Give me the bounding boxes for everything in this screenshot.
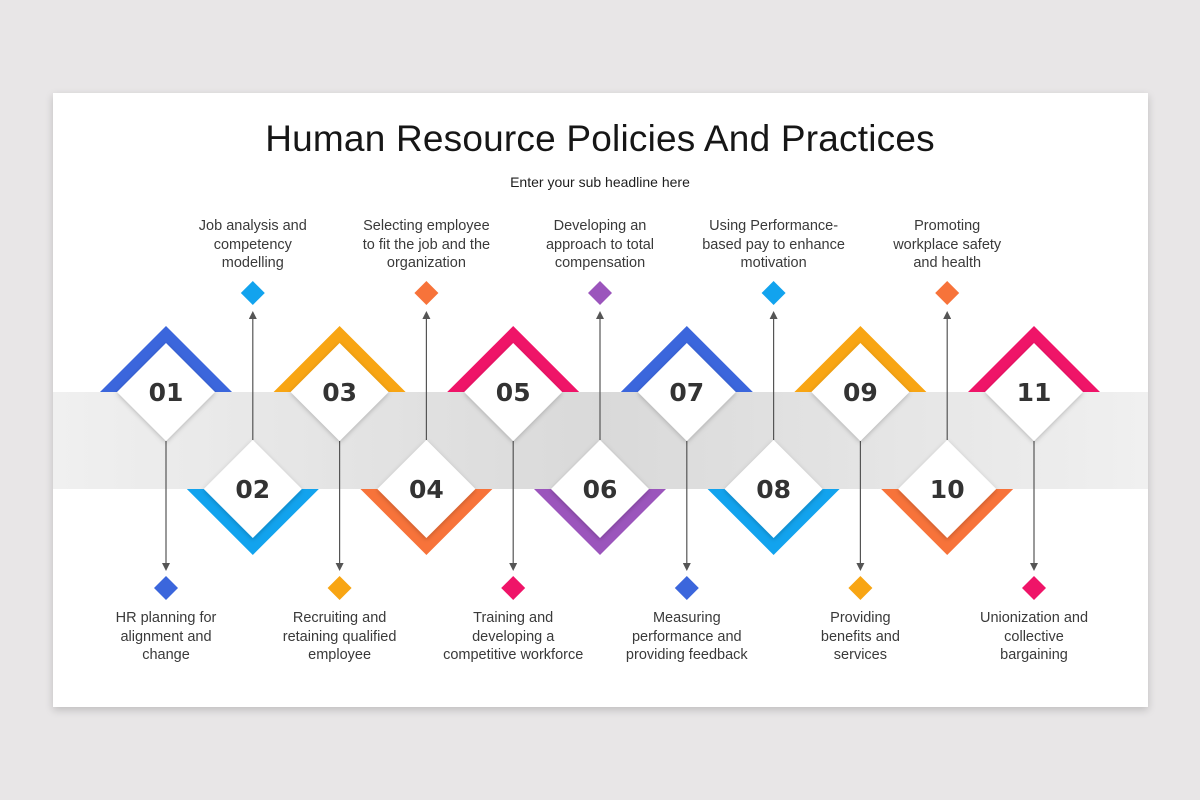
step-diamond-07: 07	[637, 343, 736, 441]
label-line: collective	[1004, 628, 1064, 645]
marker-diamond-11	[1022, 576, 1046, 600]
step-label-07: Measuring performance and providing feedba…	[602, 609, 772, 665]
label-line: employee	[308, 647, 372, 663]
marker-diamond-05	[501, 576, 526, 600]
marker-diamond-06	[588, 281, 612, 305]
step-diamond-09: 09	[811, 343, 910, 441]
step-label-03: Recruiting and retaining qualified employe…	[255, 609, 425, 665]
marker-diamonds	[154, 281, 1046, 600]
label-line: bargaining	[1000, 647, 1068, 663]
step-label-02: Job analysis and competency modelling	[168, 217, 338, 273]
step-diamond-11: 11	[985, 343, 1083, 441]
label-line: services	[833, 647, 887, 663]
step-label-01: HR planning for alignment and change	[81, 609, 251, 665]
label-line: modelling	[221, 255, 284, 271]
label-line: Unionization and	[979, 610, 1089, 626]
step-diamond-04: 04	[377, 440, 476, 538]
marker-diamond-09	[848, 576, 873, 600]
label-line: retaining qualified	[282, 628, 397, 645]
step-number: 07	[669, 378, 704, 407]
label-line: organization	[386, 255, 466, 271]
step-number: 02	[235, 475, 270, 504]
label-line: workplace safety	[893, 236, 1002, 253]
marker-diamond-03	[327, 576, 352, 600]
connector-arrows	[162, 311, 1038, 571]
step-number: 11	[1017, 378, 1052, 407]
label-line: Job analysis and	[198, 218, 307, 234]
step-diamond-02: 02	[203, 440, 302, 538]
label-line: Promoting	[914, 218, 981, 234]
label-line: Measuring	[652, 610, 721, 626]
step-number: 01	[149, 378, 184, 407]
label-line: competitive workforce	[443, 647, 584, 663]
number-diamonds: 01 02 03 04 05 06 07 08 09 10 11	[117, 343, 1083, 538]
label-line: compensation	[554, 255, 646, 271]
label-line: developing a	[472, 628, 555, 645]
label-line: alignment and	[120, 628, 212, 645]
label-line: Developing an	[553, 218, 647, 234]
label-line: Recruiting and	[292, 610, 387, 626]
label-line: providing feedback	[625, 647, 748, 663]
step-label-05: Training and developing a competitive work…	[428, 609, 598, 665]
label-line: competency	[213, 236, 292, 253]
label-line: Using Performance-	[709, 218, 839, 234]
step-label-10: Promoting workplace safety and health	[862, 217, 1032, 273]
marker-diamond-04	[414, 281, 439, 305]
step-label-09: Providing benefits and services	[775, 609, 945, 665]
step-label-06: Developing an approach to total compensati…	[515, 217, 685, 273]
marker-diamond-07	[674, 576, 699, 600]
step-number: 08	[756, 475, 791, 504]
marker-diamond-01	[154, 576, 178, 600]
label-line: Training and	[473, 610, 554, 626]
label-line: based pay to enhance	[702, 236, 845, 253]
step-diamond-01: 01	[117, 343, 215, 441]
step-number: 09	[843, 378, 878, 407]
label-line: to fit the job and the	[362, 236, 491, 253]
step-diamond-05: 05	[464, 343, 563, 441]
step-diamond-10: 10	[898, 440, 997, 538]
step-diamond-03: 03	[290, 343, 389, 441]
step-number: 10	[930, 475, 965, 504]
step-label-08: Using Performance-based pay to enhance mo…	[689, 217, 859, 273]
step-number: 04	[409, 475, 444, 504]
label-line: Providing	[830, 610, 891, 626]
label-line: performance and	[631, 628, 742, 645]
label-line: motivation	[740, 255, 807, 271]
label-line: change	[142, 647, 190, 663]
label-line: Selecting employee	[363, 218, 490, 234]
page-subtitle: Enter your sub headline here	[510, 174, 690, 190]
label-line: and health	[913, 255, 982, 271]
label-line: approach to total	[545, 236, 655, 253]
step-diamond-08: 08	[724, 440, 823, 538]
step-number: 03	[322, 378, 357, 407]
marker-diamond-08	[761, 281, 786, 305]
step-label-04: Selecting employee to fit the job and the…	[341, 217, 511, 273]
step-number: 05	[496, 378, 531, 407]
step-label-11: Unionization and collective bargaining	[949, 609, 1119, 665]
marker-diamond-02	[240, 281, 265, 305]
label-line: HR planning for	[115, 610, 217, 626]
page-title: Human Resource Policies And Practices	[265, 118, 935, 159]
label-line: benefits and	[820, 628, 900, 645]
step-number: 06	[583, 475, 618, 504]
step-diamond-06: 06	[551, 440, 649, 538]
marker-diamond-10	[935, 281, 960, 305]
